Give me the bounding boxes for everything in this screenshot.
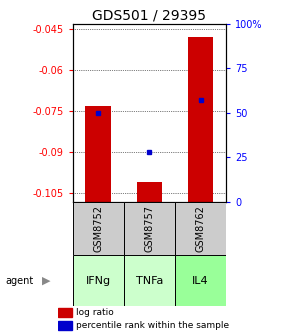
Bar xyxy=(137,182,162,202)
Bar xyxy=(124,255,175,306)
Bar xyxy=(58,321,72,331)
Text: GSM8752: GSM8752 xyxy=(93,205,103,252)
Text: log ratio: log ratio xyxy=(77,308,114,317)
Text: GSM8757: GSM8757 xyxy=(144,205,154,252)
Text: ▶: ▶ xyxy=(42,276,51,286)
Text: percentile rank within the sample: percentile rank within the sample xyxy=(77,322,230,330)
Text: agent: agent xyxy=(6,276,34,286)
Bar xyxy=(72,202,124,255)
Text: TNFa: TNFa xyxy=(136,276,163,286)
Bar xyxy=(58,308,72,317)
Bar xyxy=(85,106,111,202)
Bar xyxy=(175,255,226,306)
Bar xyxy=(175,202,226,255)
Bar xyxy=(188,37,213,202)
Text: IL4: IL4 xyxy=(192,276,209,286)
Bar xyxy=(124,202,175,255)
Text: IFNg: IFNg xyxy=(86,276,111,286)
Text: GSM8762: GSM8762 xyxy=(195,205,206,252)
Bar xyxy=(72,255,124,306)
Title: GDS501 / 29395: GDS501 / 29395 xyxy=(92,8,206,23)
